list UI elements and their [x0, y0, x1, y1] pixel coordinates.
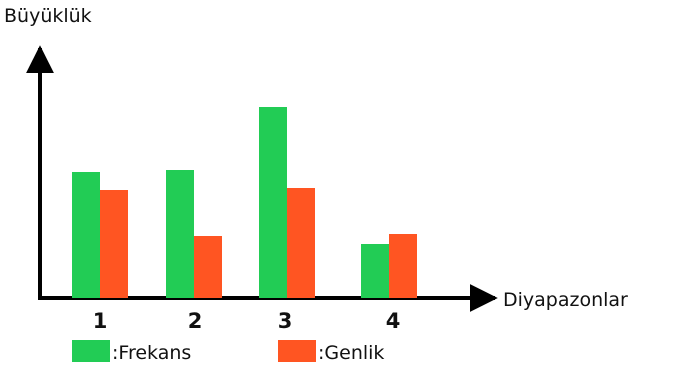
bar-frekans-3	[259, 107, 287, 298]
legend-label-frekans: :Frekans	[112, 342, 191, 364]
y-axis-label: Büyüklük	[4, 5, 92, 27]
bar-group	[72, 107, 417, 298]
bar-frekans-2	[166, 170, 194, 298]
legend-swatch-frekans	[72, 340, 110, 362]
bar-genlik-2	[194, 236, 222, 298]
x-tick-label-3: 3	[278, 309, 293, 333]
x-tick-label-1: 1	[93, 309, 108, 333]
bar-frekans-1	[72, 172, 100, 298]
bar-genlik-3	[287, 188, 315, 298]
legend-label-genlik: :Genlik	[318, 342, 384, 364]
bar-frekans-4	[361, 244, 389, 298]
legend: :Frekans :Genlik	[72, 340, 384, 364]
bar-genlik-1	[100, 190, 128, 298]
x-axis-label: Diyapazonlar	[503, 289, 628, 311]
x-tick-labels: 1 2 3 4	[93, 309, 401, 333]
x-tick-label-2: 2	[188, 309, 203, 333]
bar-genlik-4	[389, 234, 417, 298]
x-tick-label-4: 4	[386, 309, 401, 333]
legend-swatch-genlik	[278, 340, 316, 362]
